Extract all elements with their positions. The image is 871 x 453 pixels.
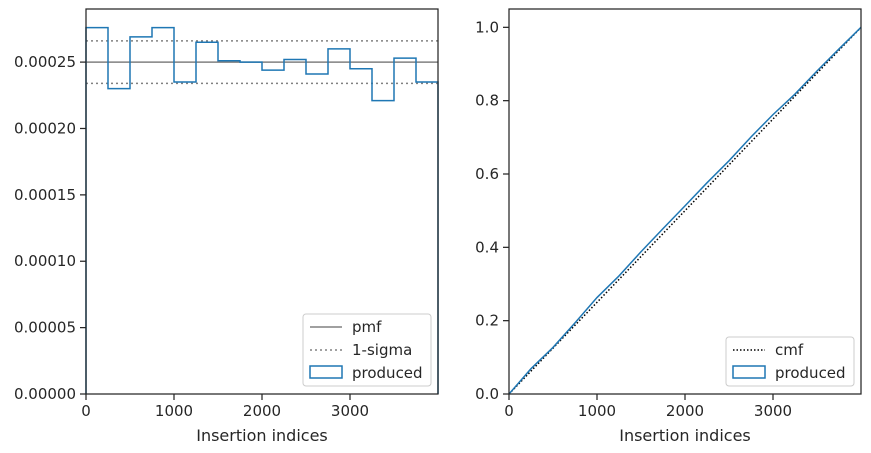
legend-cmf-label: cmf [775,341,804,359]
x-tick-label: 3000 [754,402,792,420]
x-tick-label: 0 [504,402,514,420]
y-tick-label: 0.6 [475,165,499,183]
y-tick-label: 0.00015 [14,186,76,204]
y-tick-label: 0.00010 [14,252,76,270]
produced-cumulative-line [508,26,862,395]
legend-pmf-label: pmf [352,318,382,336]
x-tick-label: 0 [81,402,91,420]
y-tick-label: 0.00025 [14,53,76,71]
y-tick-label: 0.00005 [14,319,76,337]
y-tick-label: 0.00000 [14,385,76,403]
y-tick-label: 1.0 [475,18,499,36]
x-tick-label: 1000 [155,402,193,420]
y-tick-label: 0.8 [475,92,499,110]
left-x-axis-label: Insertion indices [196,426,328,445]
right-x-axis-label: Insertion indices [619,426,751,445]
legend-produced-swatch [732,365,766,379]
legend-1-sigma-label: 1-sigma [352,341,412,359]
right-plot-area [509,9,861,394]
legend-produced-label: produced [352,364,423,382]
y-tick-label: 0.4 [475,238,499,256]
left-data-marks [85,26,439,394]
legend-produced-swatch [309,365,343,379]
right-y-ticks: 0.0 0.2 0.4 0.6 0.8 1.0 [475,18,509,403]
pmf-histogram-panel: 0 1000 2000 3000 0.000000.000050.000100.000… [14,8,439,445]
y-tick-label: 0.0 [475,385,499,403]
right-x-ticks: 0 1000 2000 3000 [504,394,792,420]
x-tick-label: 3000 [331,402,369,420]
legend-produced-label: produced [775,364,846,382]
right-legend: cmf produced [725,336,855,387]
left-legend-box [302,313,432,387]
y-tick-label: 0.2 [475,312,499,330]
y-tick-label: 0.00020 [14,119,76,137]
right-data-marks [508,26,862,395]
x-tick-label: 2000 [666,402,704,420]
cmf-panel: 0 1000 2000 3000 0.0 0.2 0.4 0.6 0.8 1.0 Inserti… [475,8,862,445]
x-tick-label: 1000 [578,402,616,420]
x-tick-label: 2000 [243,402,281,420]
produced-histogram [85,26,439,394]
left-y-ticks: 0.00000 0.00005 0.00010 0.00015 0.00020 0.000… [14,53,86,403]
left-legend: pmf 1-sigma produced [302,313,432,387]
left-x-ticks: 0 1000 2000 3000 [81,394,369,420]
cmf-line [508,26,862,395]
